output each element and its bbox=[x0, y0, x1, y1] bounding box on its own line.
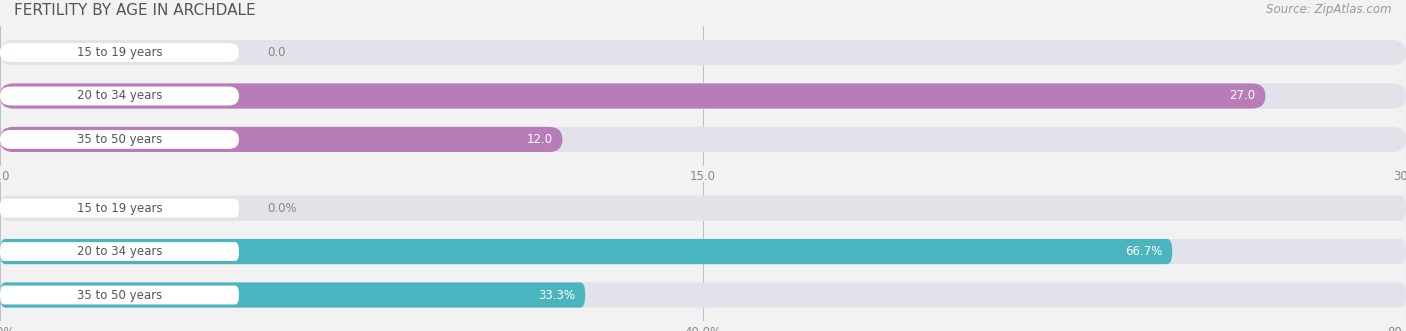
FancyBboxPatch shape bbox=[0, 83, 1265, 109]
Text: 35 to 50 years: 35 to 50 years bbox=[77, 133, 162, 146]
FancyBboxPatch shape bbox=[0, 282, 1406, 307]
FancyBboxPatch shape bbox=[0, 199, 239, 217]
FancyBboxPatch shape bbox=[0, 196, 1406, 221]
FancyBboxPatch shape bbox=[0, 239, 1406, 264]
Text: 20 to 34 years: 20 to 34 years bbox=[77, 89, 162, 103]
FancyBboxPatch shape bbox=[0, 40, 1406, 65]
FancyBboxPatch shape bbox=[0, 282, 585, 307]
Text: 0.0%: 0.0% bbox=[267, 202, 297, 214]
FancyBboxPatch shape bbox=[0, 86, 239, 106]
Text: Source: ZipAtlas.com: Source: ZipAtlas.com bbox=[1267, 3, 1392, 16]
Text: 15 to 19 years: 15 to 19 years bbox=[77, 202, 162, 214]
FancyBboxPatch shape bbox=[0, 127, 562, 152]
FancyBboxPatch shape bbox=[0, 130, 239, 149]
FancyBboxPatch shape bbox=[0, 43, 239, 62]
Text: 15 to 19 years: 15 to 19 years bbox=[77, 46, 162, 59]
Text: 35 to 50 years: 35 to 50 years bbox=[77, 289, 162, 302]
Text: FERTILITY BY AGE IN ARCHDALE: FERTILITY BY AGE IN ARCHDALE bbox=[14, 3, 256, 18]
FancyBboxPatch shape bbox=[0, 83, 1406, 109]
Text: 20 to 34 years: 20 to 34 years bbox=[77, 245, 162, 258]
FancyBboxPatch shape bbox=[0, 242, 239, 261]
FancyBboxPatch shape bbox=[0, 127, 1406, 152]
Text: 33.3%: 33.3% bbox=[538, 289, 575, 302]
Text: 12.0: 12.0 bbox=[526, 133, 553, 146]
Text: 66.7%: 66.7% bbox=[1125, 245, 1163, 258]
FancyBboxPatch shape bbox=[0, 286, 239, 305]
Text: 0.0: 0.0 bbox=[267, 46, 285, 59]
FancyBboxPatch shape bbox=[0, 239, 1173, 264]
Text: 27.0: 27.0 bbox=[1229, 89, 1256, 103]
